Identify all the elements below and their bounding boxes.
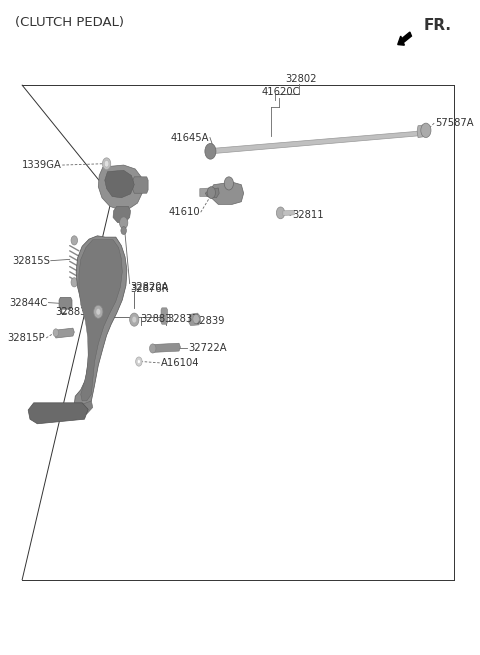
Circle shape [53, 329, 59, 337]
Polygon shape [105, 170, 134, 198]
Circle shape [207, 187, 216, 198]
Text: 41620C: 41620C [261, 87, 300, 97]
Polygon shape [210, 182, 244, 204]
Polygon shape [28, 403, 88, 424]
Polygon shape [151, 343, 180, 352]
Text: 32815P: 32815P [8, 333, 45, 343]
Text: 32802: 32802 [286, 74, 317, 84]
Polygon shape [79, 240, 122, 401]
Polygon shape [74, 236, 127, 409]
Circle shape [193, 314, 199, 324]
Circle shape [96, 309, 101, 315]
Circle shape [224, 177, 233, 190]
Text: 32839: 32839 [193, 316, 224, 326]
Circle shape [205, 143, 216, 159]
FancyArrow shape [398, 32, 411, 45]
Text: 32722A: 32722A [188, 343, 227, 354]
Circle shape [94, 305, 103, 318]
Polygon shape [189, 313, 201, 326]
Circle shape [421, 123, 431, 138]
Circle shape [136, 357, 142, 366]
Circle shape [130, 313, 139, 326]
Text: 32883: 32883 [55, 307, 87, 317]
Polygon shape [59, 297, 72, 309]
Text: 41610: 41610 [168, 207, 200, 217]
Text: A16104: A16104 [161, 358, 199, 368]
Text: 41645A: 41645A [170, 132, 209, 143]
Circle shape [71, 236, 78, 245]
Text: 32837: 32837 [168, 314, 199, 324]
Text: 32820A: 32820A [131, 282, 169, 292]
Circle shape [120, 217, 128, 229]
Circle shape [71, 278, 78, 287]
Text: 1339GA: 1339GA [22, 160, 61, 170]
Text: 57587A: 57587A [435, 118, 474, 128]
Polygon shape [209, 131, 421, 154]
Circle shape [149, 344, 156, 353]
Text: 32815S: 32815S [12, 255, 50, 266]
Circle shape [137, 360, 140, 364]
Circle shape [276, 207, 285, 219]
Polygon shape [78, 401, 93, 414]
Polygon shape [113, 206, 131, 223]
Polygon shape [54, 328, 74, 338]
Polygon shape [200, 188, 210, 196]
Polygon shape [283, 210, 294, 215]
Circle shape [104, 160, 109, 167]
Polygon shape [417, 124, 428, 138]
Polygon shape [161, 308, 168, 324]
Text: (CLUTCH PEDAL): (CLUTCH PEDAL) [15, 16, 124, 29]
Polygon shape [98, 165, 142, 210]
Circle shape [121, 227, 126, 234]
Circle shape [132, 316, 137, 323]
Circle shape [102, 158, 111, 170]
Text: 32825: 32825 [52, 411, 84, 421]
Text: 32811: 32811 [292, 210, 324, 221]
Text: 32844C: 32844C [9, 297, 48, 308]
Text: 32876R: 32876R [131, 284, 169, 294]
Polygon shape [133, 177, 148, 193]
Polygon shape [205, 188, 219, 198]
Text: 32883: 32883 [140, 314, 171, 324]
Text: FR.: FR. [423, 18, 452, 33]
